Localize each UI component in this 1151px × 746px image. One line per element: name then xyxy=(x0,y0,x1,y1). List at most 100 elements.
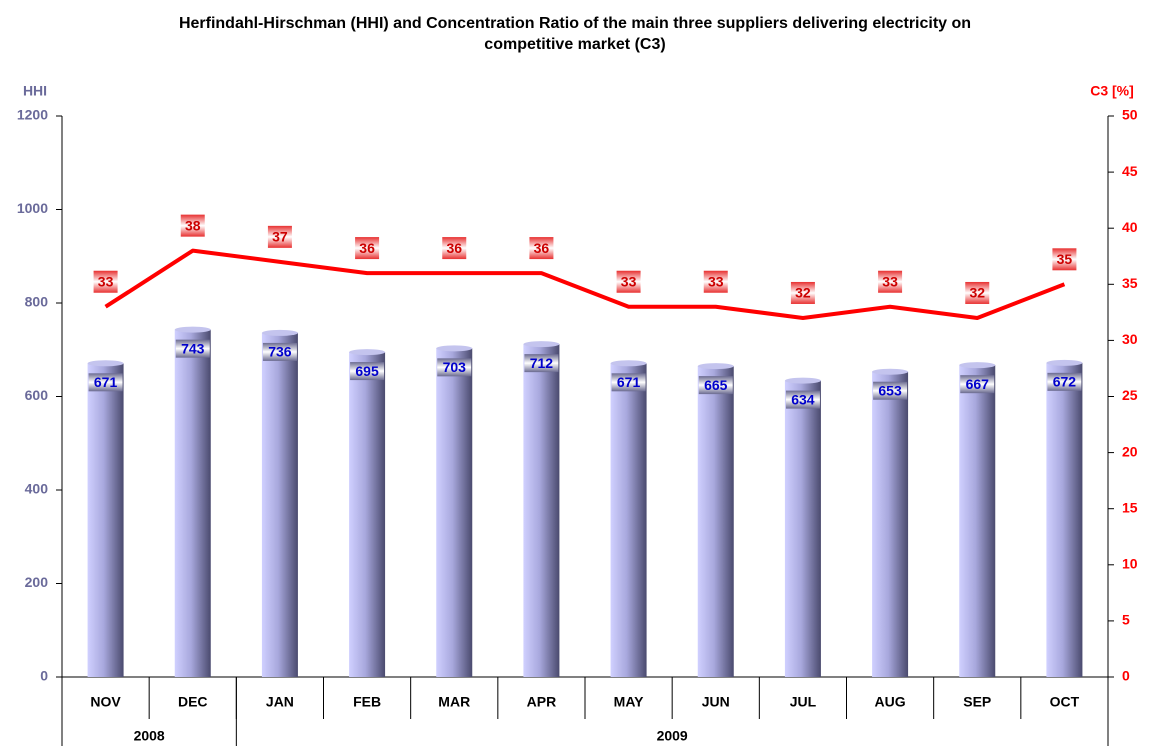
y2-tick-label: 25 xyxy=(1122,387,1138,403)
bar xyxy=(349,352,386,677)
y-axis-title: HHI xyxy=(23,83,47,99)
value-label-box xyxy=(698,376,733,395)
x-tick-label: MAR xyxy=(438,694,470,710)
value-label: 36 xyxy=(534,240,550,256)
value-label: 634 xyxy=(791,391,815,407)
value-label: 672 xyxy=(1053,374,1077,390)
y2-axis-title: C3 [%] xyxy=(1090,83,1134,99)
value-label: 33 xyxy=(708,273,724,289)
value-label-box xyxy=(442,237,467,260)
y2-tick-label: 0 xyxy=(1122,668,1130,684)
bar-cap xyxy=(349,349,386,356)
group-label: 2008 xyxy=(134,728,165,744)
bar xyxy=(261,332,298,677)
value-label-box xyxy=(790,281,815,304)
bar xyxy=(784,380,821,677)
chart-title: Herfindahl-Hirschman (HHI) and Concentra… xyxy=(178,15,972,53)
bar-cap xyxy=(610,360,647,367)
value-label: 671 xyxy=(94,374,118,390)
bar-cap xyxy=(872,368,909,375)
x-tick-label: SEP xyxy=(963,694,991,710)
value-label-box xyxy=(960,375,995,394)
value-label: 703 xyxy=(443,359,467,375)
value-label: 33 xyxy=(882,273,898,289)
y-tick-label: 1000 xyxy=(17,200,48,216)
y2-tick-label: 5 xyxy=(1122,612,1130,628)
x-tick-label: AUG xyxy=(875,694,906,710)
value-label-box xyxy=(1052,248,1077,271)
value-label: 37 xyxy=(272,229,288,245)
y2-tick-label: 30 xyxy=(1122,331,1138,347)
y2-tick-label: 10 xyxy=(1122,556,1138,572)
value-label: 695 xyxy=(355,363,379,379)
value-label-box xyxy=(93,270,118,293)
value-label: 667 xyxy=(966,376,990,392)
value-label: 32 xyxy=(795,285,811,301)
value-label-box xyxy=(529,237,554,260)
value-label-box xyxy=(878,270,903,293)
bar xyxy=(523,344,560,677)
y-tick-label: 200 xyxy=(25,574,49,590)
bar-cap xyxy=(523,341,560,348)
value-label: 671 xyxy=(617,374,641,390)
value-label-box xyxy=(703,270,728,293)
x-tick-label: JUL xyxy=(790,694,817,710)
value-label: 38 xyxy=(185,217,201,233)
value-label: 743 xyxy=(181,340,205,356)
value-label: 712 xyxy=(530,355,554,371)
bar-cap xyxy=(87,360,124,367)
value-label: 33 xyxy=(621,273,637,289)
bar xyxy=(87,363,124,677)
x-tick-label: APR xyxy=(527,694,557,710)
y2-tick-label: 35 xyxy=(1122,275,1138,291)
y2-tick-label: 45 xyxy=(1122,163,1138,179)
value-label-box xyxy=(611,373,646,392)
value-label-box xyxy=(524,354,559,373)
x-tick-label: JUN xyxy=(702,694,730,710)
value-label-box xyxy=(437,358,472,377)
y2-tick-label: 15 xyxy=(1122,499,1138,515)
y2-tick-label: 40 xyxy=(1122,219,1138,235)
bar xyxy=(872,371,909,677)
x-tick-label: NOV xyxy=(90,694,121,710)
bar xyxy=(174,329,211,677)
value-label-box xyxy=(616,270,641,293)
x-tick-label: JAN xyxy=(266,694,294,710)
value-label: 653 xyxy=(878,382,902,398)
value-label: 32 xyxy=(969,285,985,301)
x-tick-label: DEC xyxy=(178,694,208,710)
value-label-box xyxy=(873,381,908,400)
value-label-box xyxy=(350,362,385,381)
value-label-box xyxy=(88,373,123,392)
line xyxy=(104,248,1066,320)
y-tick-label: 600 xyxy=(25,387,49,403)
bar xyxy=(610,363,647,677)
y2-tick-label: 20 xyxy=(1122,443,1138,459)
bar-cap xyxy=(959,362,996,369)
value-label-box xyxy=(355,237,380,260)
bar-cap xyxy=(1046,359,1083,366)
bar xyxy=(959,365,996,677)
bar-cap xyxy=(436,345,473,352)
value-label: 665 xyxy=(704,377,728,393)
y2-tick-label: 50 xyxy=(1122,107,1138,123)
bar-cap xyxy=(784,377,821,384)
bar-cap xyxy=(261,329,298,336)
value-label: 33 xyxy=(98,273,114,289)
y-tick-label: 1200 xyxy=(17,107,48,123)
x-tick-label: FEB xyxy=(353,694,381,710)
value-label-box xyxy=(785,390,820,409)
value-label-box xyxy=(267,225,292,248)
group-label: 2009 xyxy=(657,728,688,744)
bar xyxy=(436,348,473,677)
y-tick-label: 0 xyxy=(40,668,48,684)
value-label: 736 xyxy=(268,344,292,360)
value-label-box xyxy=(262,342,297,361)
x-tick-label: MAY xyxy=(614,694,644,710)
y-tick-label: 800 xyxy=(25,294,49,310)
value-label-box xyxy=(175,339,210,358)
value-label: 36 xyxy=(446,240,462,256)
bar xyxy=(1046,362,1083,677)
